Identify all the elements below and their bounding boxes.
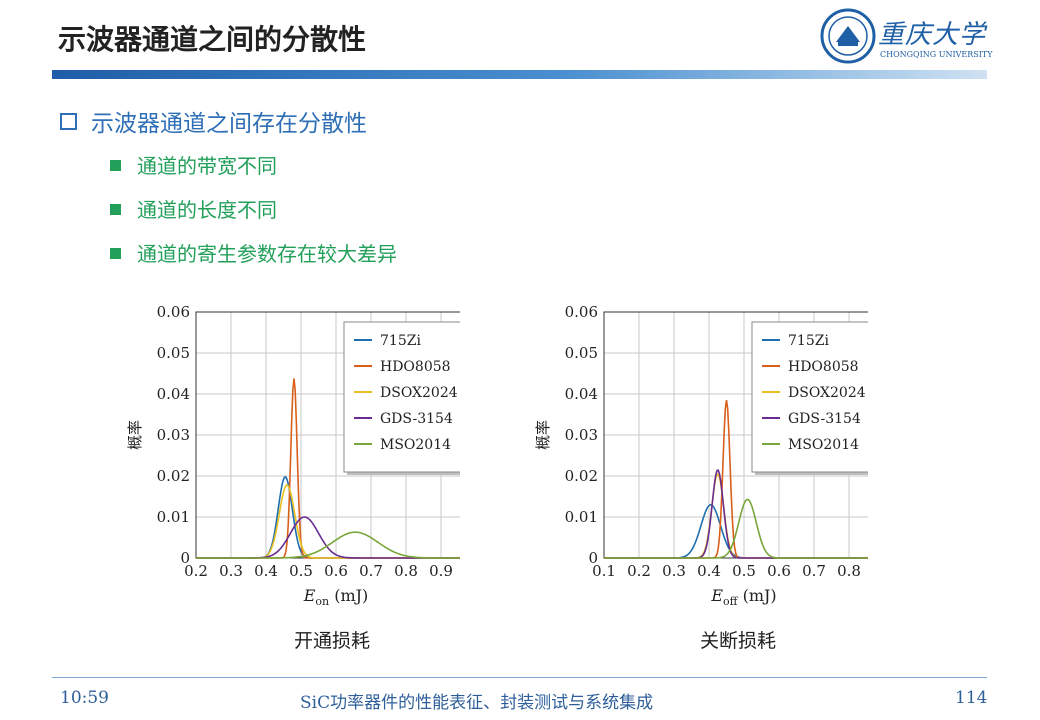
turn-on-loss-chart: 0.20.30.40.50.60.70.80.9100.010.020.030.… [126, 303, 460, 608]
title-underline-bar [52, 70, 987, 79]
y-tick-label: 0 [588, 549, 598, 567]
legend-box [343, 321, 460, 473]
y-tick-label: 0.04 [157, 385, 190, 403]
y-tick-label: 0.06 [565, 303, 598, 321]
x-tick-label: 0.7 [802, 562, 826, 580]
footer-divider [52, 677, 987, 678]
legend-label: GDS-3154 [788, 411, 861, 427]
legend-box [751, 321, 868, 473]
x-axis-label: Eon (mJ) [303, 586, 369, 608]
chart-caption-turn-on: 开通损耗 [294, 630, 371, 652]
x-tick-label: 0.4 [254, 562, 278, 580]
series-line [604, 498, 868, 559]
y-tick-label: 0.03 [565, 426, 598, 444]
legend-label: 715Zi [788, 333, 829, 349]
sub-bullet: 通道的寄生参数存在较大差异 [110, 238, 397, 267]
y-axis-label: 概率 [534, 420, 552, 450]
legend-label: DSOX2024 [380, 385, 458, 401]
square-bullet-icon [110, 160, 121, 171]
sub-bullet-text: 通道的带宽不同 [137, 154, 277, 178]
sub-bullet-text: 通道的寄生参数存在较大差异 [137, 242, 397, 266]
x-tick-label: 0.8 [837, 562, 861, 580]
y-tick-label: 0.04 [565, 385, 598, 403]
hollow-square-bullet-icon [60, 113, 77, 130]
university-logo: 重庆大学 CHONGQING UNIVERSITY [820, 8, 993, 66]
legend-label: MSO2014 [788, 437, 859, 453]
x-tick-label: 0.1 [592, 562, 616, 580]
chart-caption-turn-off: 关断损耗 [700, 630, 777, 652]
legend-label: HDO8058 [788, 359, 859, 375]
x-tick-label: 0.3 [662, 562, 686, 580]
x-axis-label: Eoff (mJ) [710, 586, 776, 608]
square-bullet-icon [110, 248, 121, 259]
footer-page-number: 114 [955, 688, 988, 708]
x-tick-label: 0.7 [359, 562, 383, 580]
y-tick-label: 0.03 [157, 426, 190, 444]
legend-label: MSO2014 [380, 437, 451, 453]
slide-title: 示波器通道之间的分散性 [58, 23, 367, 56]
footer-title: SiC功率器件的性能表征、封装测试与系统集成 [300, 693, 654, 713]
square-bullet-icon [110, 204, 121, 215]
sub-bullet: 通道的长度不同 [110, 194, 277, 223]
series-line [196, 531, 460, 559]
main-bullet: 示波器通道之间存在分散性 [60, 104, 367, 138]
x-tick-label: 0.2 [627, 562, 651, 580]
x-tick-label: 0.4 [697, 562, 721, 580]
sub-bullet-text: 通道的长度不同 [137, 198, 277, 222]
legend-label: HDO8058 [380, 359, 451, 375]
legend-label: GDS-3154 [380, 411, 453, 427]
x-tick-label: 0.6 [767, 562, 791, 580]
x-tick-label: 0.5 [289, 562, 313, 580]
x-tick-label: 0.2 [184, 562, 208, 580]
y-axis-label: 概率 [126, 420, 144, 450]
y-tick-label: 0.02 [157, 467, 190, 485]
turn-off-loss-chart: 0.10.20.30.40.50.60.70.80.900.010.020.03… [534, 303, 868, 608]
y-tick-label: 0.06 [157, 303, 190, 321]
main-bullet-text: 示波器通道之间存在分散性 [91, 111, 367, 137]
y-tick-label: 0.05 [157, 344, 190, 362]
y-tick-label: 0.02 [565, 467, 598, 485]
x-tick-label: 0.3 [219, 562, 243, 580]
y-tick-label: 0 [180, 549, 190, 567]
legend-label: DSOX2024 [788, 385, 866, 401]
sub-bullet: 通道的带宽不同 [110, 150, 277, 179]
x-tick-label: 0.5 [732, 562, 756, 580]
logo-text: 重庆大学 [878, 20, 987, 50]
y-tick-label: 0.05 [565, 344, 598, 362]
y-tick-label: 0.01 [157, 508, 190, 526]
x-tick-label: 0.6 [324, 562, 348, 580]
y-tick-label: 0.01 [565, 508, 598, 526]
university-seal-icon [820, 8, 876, 64]
footer-time: 10:59 [60, 688, 109, 708]
legend-label: 715Zi [380, 333, 421, 349]
x-tick-label: 0.8 [394, 562, 418, 580]
x-tick-label: 0.9 [429, 562, 453, 580]
logo-subtitle: CHONGQING UNIVERSITY [880, 50, 993, 59]
